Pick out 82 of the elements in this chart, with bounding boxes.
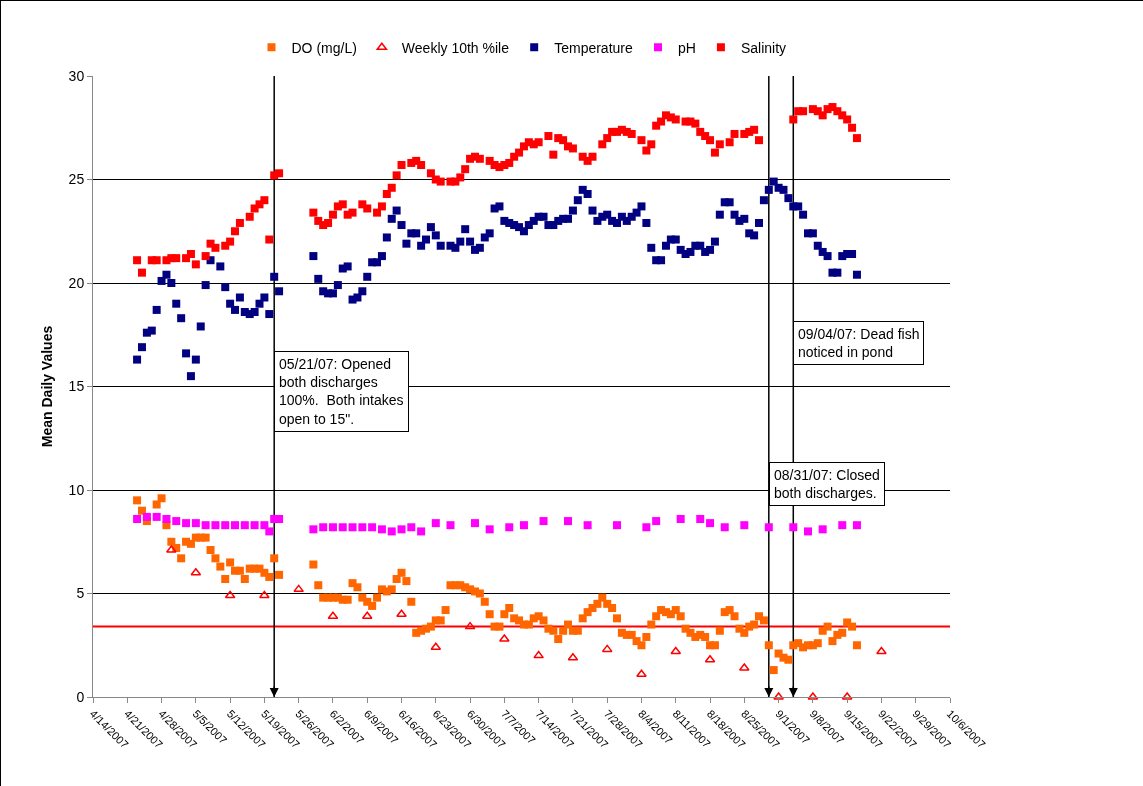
point — [417, 527, 426, 536]
point — [430, 642, 442, 651]
point — [397, 525, 406, 534]
point — [377, 525, 386, 534]
y-tick-label: 15 — [68, 378, 85, 395]
point — [224, 590, 236, 599]
point — [396, 609, 407, 617]
point — [567, 652, 579, 661]
point — [652, 517, 661, 526]
point — [803, 527, 812, 536]
y-tick-label: 20 — [68, 274, 85, 291]
point — [539, 517, 548, 526]
point — [358, 523, 367, 532]
point — [338, 523, 347, 532]
y-axis-title: Mean Daily Values — [39, 325, 56, 448]
point — [818, 525, 827, 534]
point — [642, 523, 651, 532]
point — [250, 521, 259, 530]
point — [387, 527, 396, 536]
point — [485, 525, 494, 534]
point — [152, 512, 161, 521]
point — [838, 521, 847, 530]
point — [240, 521, 249, 530]
legend-label: DO (mg/L) — [291, 39, 357, 56]
point — [470, 519, 479, 528]
point — [636, 669, 647, 677]
point — [789, 523, 798, 532]
y-tick-label: 10 — [68, 481, 85, 498]
point — [670, 646, 682, 655]
point — [533, 650, 545, 659]
y-tick-label: 0 — [76, 688, 85, 705]
point — [431, 519, 440, 528]
point — [612, 521, 621, 530]
point — [852, 521, 861, 530]
point — [328, 523, 337, 532]
point — [162, 514, 171, 523]
point — [720, 523, 729, 532]
point — [505, 523, 514, 532]
point — [231, 521, 240, 530]
point — [583, 521, 592, 530]
point — [601, 644, 613, 653]
point — [348, 523, 357, 532]
point — [407, 523, 416, 532]
point — [704, 654, 716, 663]
point — [265, 527, 274, 536]
legend-label: pH — [677, 39, 696, 56]
point — [764, 523, 773, 532]
y-tick-label: 30 — [68, 67, 85, 84]
point — [696, 514, 705, 523]
point — [519, 521, 528, 530]
point — [191, 519, 200, 528]
point — [201, 521, 210, 530]
point — [706, 519, 715, 528]
point — [368, 523, 377, 532]
point — [446, 521, 455, 530]
point — [773, 692, 784, 700]
legend-label: Temperature — [554, 39, 633, 56]
point — [676, 514, 685, 523]
legend-label: Salinity — [740, 39, 787, 56]
point — [309, 525, 318, 534]
point — [740, 521, 749, 530]
point — [327, 611, 339, 620]
point — [361, 611, 373, 620]
point — [211, 521, 220, 530]
ref-line-label: 09/04/07: Dead fish noticed in pond — [798, 326, 920, 361]
ref-line-label: 08/31/07: Closed both discharges. — [774, 467, 880, 502]
point — [259, 590, 270, 599]
point — [172, 517, 181, 526]
legend-label: Weekly 10th %ile — [401, 39, 510, 56]
ref-line-label: 05/21/07: Opened both discharges 100%. Both intakes open to 15". — [279, 356, 404, 427]
point — [182, 519, 191, 528]
point — [142, 512, 151, 521]
y-tick-label: 5 — [76, 585, 85, 602]
point — [133, 514, 142, 523]
y-tick-label: 25 — [68, 171, 85, 188]
point — [464, 621, 476, 630]
point — [564, 517, 573, 526]
point — [293, 584, 305, 593]
point — [260, 521, 269, 530]
point — [876, 646, 887, 655]
point — [319, 523, 328, 532]
point — [221, 521, 230, 530]
